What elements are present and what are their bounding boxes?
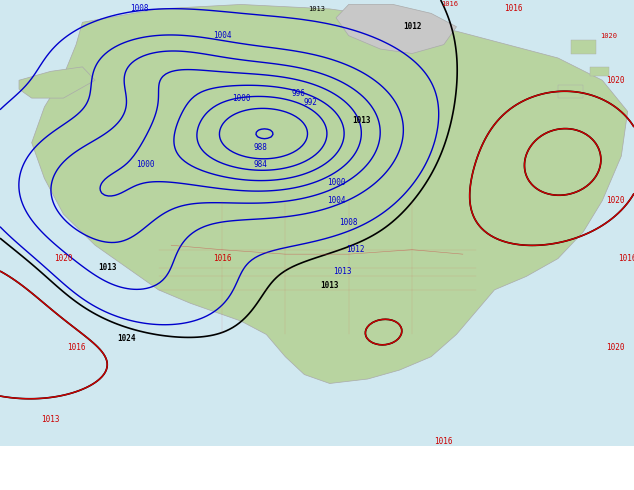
Text: 1013: 1013 [309, 6, 325, 12]
Text: 1016: 1016 [618, 254, 634, 263]
Text: 1000: 1000 [231, 94, 250, 102]
Text: Surface pressure [hPa] 557ww: Surface pressure [hPa] 557ww [6, 456, 195, 466]
Text: 1016: 1016 [504, 4, 523, 13]
Text: 1016: 1016 [212, 254, 231, 263]
Text: 1012: 1012 [403, 22, 422, 31]
Text: 1016: 1016 [434, 437, 453, 446]
Text: 1004: 1004 [327, 196, 346, 205]
Text: 1008: 1008 [339, 219, 358, 227]
Text: 1008: 1008 [130, 4, 149, 13]
Text: 1013: 1013 [352, 116, 371, 125]
Text: 1013: 1013 [98, 263, 117, 272]
Text: 988: 988 [253, 143, 267, 151]
Text: 992: 992 [304, 98, 318, 107]
Text: 1024: 1024 [117, 334, 136, 343]
Text: 1020: 1020 [54, 254, 73, 263]
Polygon shape [558, 85, 583, 98]
Text: 1012: 1012 [346, 245, 365, 254]
Polygon shape [336, 4, 456, 53]
Text: 1020: 1020 [605, 196, 624, 205]
Text: Fr 27-09-2024 12:00 UTC (00+84): Fr 27-09-2024 12:00 UTC (00+84) [418, 456, 628, 466]
Text: 1016: 1016 [442, 1, 458, 7]
Text: 1013: 1013 [41, 415, 60, 424]
Text: © weatheronline.co.uk: © weatheronline.co.uk [504, 478, 628, 489]
Text: 984: 984 [253, 161, 267, 170]
Polygon shape [571, 40, 596, 53]
Text: 1016: 1016 [67, 343, 86, 352]
Text: 1020: 1020 [600, 33, 617, 39]
Text: 1020: 1020 [605, 343, 624, 352]
Text: 1020: 1020 [605, 76, 624, 85]
Polygon shape [19, 67, 95, 98]
Polygon shape [32, 4, 628, 384]
Text: 996: 996 [291, 89, 305, 98]
Text: 1000: 1000 [136, 161, 155, 170]
Text: 1000: 1000 [327, 178, 346, 187]
Text: 1013: 1013 [333, 268, 352, 276]
Text: 1004: 1004 [212, 31, 231, 40]
Polygon shape [590, 67, 609, 76]
Text: 1013: 1013 [320, 281, 339, 290]
